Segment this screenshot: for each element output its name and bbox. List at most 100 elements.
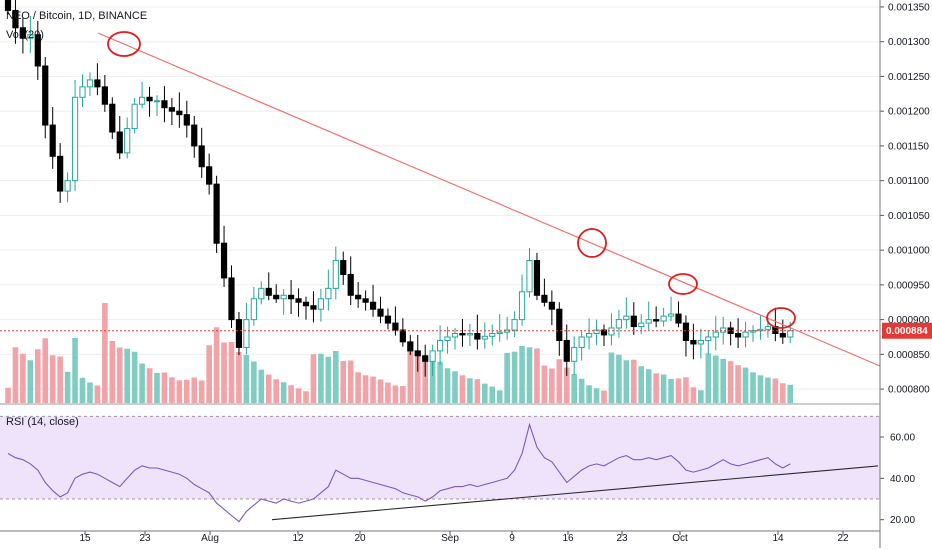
candle-body xyxy=(79,86,86,98)
volume-bar xyxy=(780,383,786,403)
volume-bar xyxy=(20,353,26,403)
volume-bar xyxy=(668,378,674,403)
candle-body xyxy=(71,96,79,182)
time-tick-label: 16 xyxy=(562,533,574,544)
volume-bar xyxy=(690,387,697,403)
candle-body xyxy=(57,155,64,192)
candle-body xyxy=(369,301,377,310)
volume-bar xyxy=(116,347,123,403)
candle-body xyxy=(518,291,526,321)
candle-body xyxy=(422,355,429,362)
symbol-legend[interactable]: NEO / Bitcoin, 1D, BINANCE xyxy=(6,10,148,22)
candle-body xyxy=(563,339,570,362)
candle-body xyxy=(213,183,220,244)
candle-body xyxy=(340,260,347,275)
candle-body xyxy=(116,131,123,154)
volume-bar xyxy=(340,361,347,403)
candle-body xyxy=(600,329,608,336)
volume-bar xyxy=(303,391,309,403)
candle-body xyxy=(109,103,116,133)
volume-bar xyxy=(221,342,227,403)
volume-bar xyxy=(757,375,764,403)
candle-body xyxy=(19,27,26,39)
candle-body xyxy=(302,301,310,307)
volume-bar xyxy=(645,369,652,403)
volume-bar xyxy=(675,378,682,403)
candle-body xyxy=(49,124,56,157)
ascending-support-line xyxy=(271,465,879,521)
candle-body xyxy=(228,277,235,321)
candle-body xyxy=(764,326,771,330)
candle-body xyxy=(161,100,168,109)
candle-body xyxy=(496,331,503,335)
volume-bar xyxy=(422,358,428,403)
price-tick-label: 0.001300 xyxy=(888,37,930,48)
volume-bar xyxy=(251,361,257,403)
candle-body xyxy=(168,107,176,112)
candle-body xyxy=(712,331,719,338)
volume-bar xyxy=(653,373,659,403)
candle-body xyxy=(4,0,12,11)
volume-bar xyxy=(318,353,324,403)
volume-bar xyxy=(310,354,317,403)
volume-bar xyxy=(414,355,421,403)
candle-body xyxy=(444,336,451,341)
volume-bar xyxy=(683,377,689,403)
price-tick-label: 0.001250 xyxy=(888,72,930,83)
candle-body xyxy=(645,319,652,324)
rsi-line xyxy=(7,422,791,523)
volume-bar xyxy=(556,359,563,403)
rsi-legend[interactable]: RSI (14, close) xyxy=(6,416,79,428)
candle-body xyxy=(735,333,742,338)
volume-bar xyxy=(593,388,600,403)
candle-body xyxy=(392,322,399,331)
candle-body xyxy=(42,65,49,126)
volume-bar xyxy=(355,372,361,403)
candlesticks xyxy=(4,0,794,377)
volume-bar xyxy=(273,379,279,403)
candle-body xyxy=(705,336,712,341)
volume-bar xyxy=(131,351,138,403)
time-tick-label: 14 xyxy=(772,533,784,544)
volume-bar xyxy=(385,382,391,403)
price-tick-label: 0.001200 xyxy=(888,107,930,118)
volume-bar xyxy=(295,388,302,403)
candle-body xyxy=(243,319,250,348)
volume-bar xyxy=(400,386,406,403)
volume-bar xyxy=(735,365,741,403)
volume-bar xyxy=(534,348,540,403)
candle-body xyxy=(586,333,593,338)
volume-bar xyxy=(519,346,525,403)
volume-bar xyxy=(333,351,339,403)
candle-body xyxy=(273,294,280,300)
volume-bar xyxy=(35,349,41,403)
volume-bar xyxy=(392,385,399,403)
candle-body xyxy=(414,350,421,357)
candle-body xyxy=(206,166,213,185)
volume-bar xyxy=(705,353,712,403)
volume-bar xyxy=(712,355,719,403)
volume-bars xyxy=(5,303,794,403)
candle-body xyxy=(742,331,749,338)
volume-bar xyxy=(288,385,294,403)
candle-body xyxy=(27,34,34,39)
volume-bar xyxy=(452,371,458,403)
volume-bar xyxy=(280,382,287,403)
candle-body xyxy=(474,333,481,340)
candle-body xyxy=(630,315,637,328)
volume-legend[interactable]: Vol (20) xyxy=(6,29,44,41)
volume-bar xyxy=(102,303,108,403)
candle-body xyxy=(675,313,682,324)
last-price-label: 0.000884 xyxy=(886,326,928,337)
candle-body xyxy=(362,298,369,303)
candle-body xyxy=(86,79,94,88)
volume-bar xyxy=(161,372,168,403)
volume-bar xyxy=(616,354,622,403)
candle-body xyxy=(407,341,414,352)
volume-bar xyxy=(765,377,771,403)
price-tick-label: 0.001000 xyxy=(888,246,930,257)
candle-body xyxy=(235,319,243,348)
volume-bar xyxy=(720,358,726,403)
volume-bar xyxy=(57,356,63,403)
